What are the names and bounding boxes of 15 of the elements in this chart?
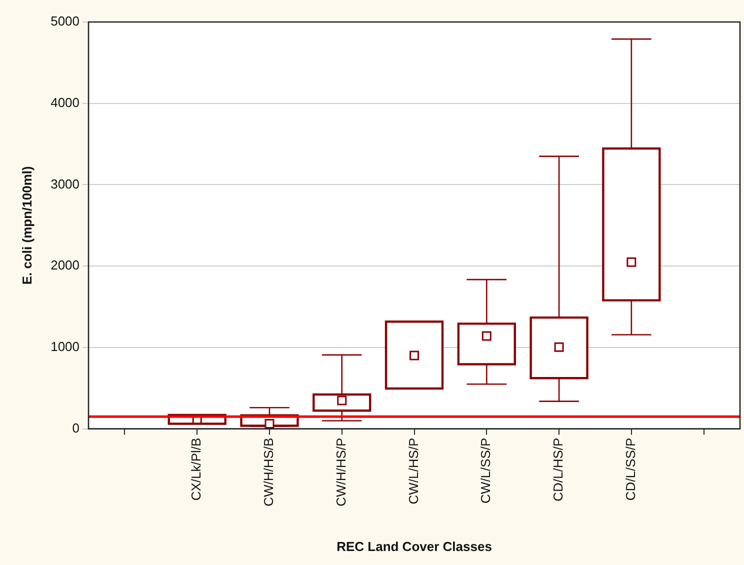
x-tick-label: CW/H/HS/B [261,438,276,506]
x-tick-label: CW/H/HS/P [333,438,348,506]
y-tick-label: 2000 [50,258,80,273]
x-tick-label: CW/L/HS/P [406,438,421,504]
x-axis-title: REC Land Cover Classes [336,538,492,554]
x-tick-label: CW/L/SS/P [478,438,494,504]
y-tick-label: 5000 [50,14,80,29]
y-tick-label: 1000 [50,339,80,354]
x-tick-label: CD/L/HS/P [550,438,566,502]
y-tick-label: 0 [72,420,80,436]
x-tick-label: CX/Lk/Pl/B [188,438,204,501]
x-tick-label: CD/L/SS/P [623,438,638,501]
y-tick-label: 4000 [50,94,80,110]
y-axis-title: E. coli (mpn/100ml) [19,166,34,285]
y-tick-label: 3000 [50,176,80,192]
